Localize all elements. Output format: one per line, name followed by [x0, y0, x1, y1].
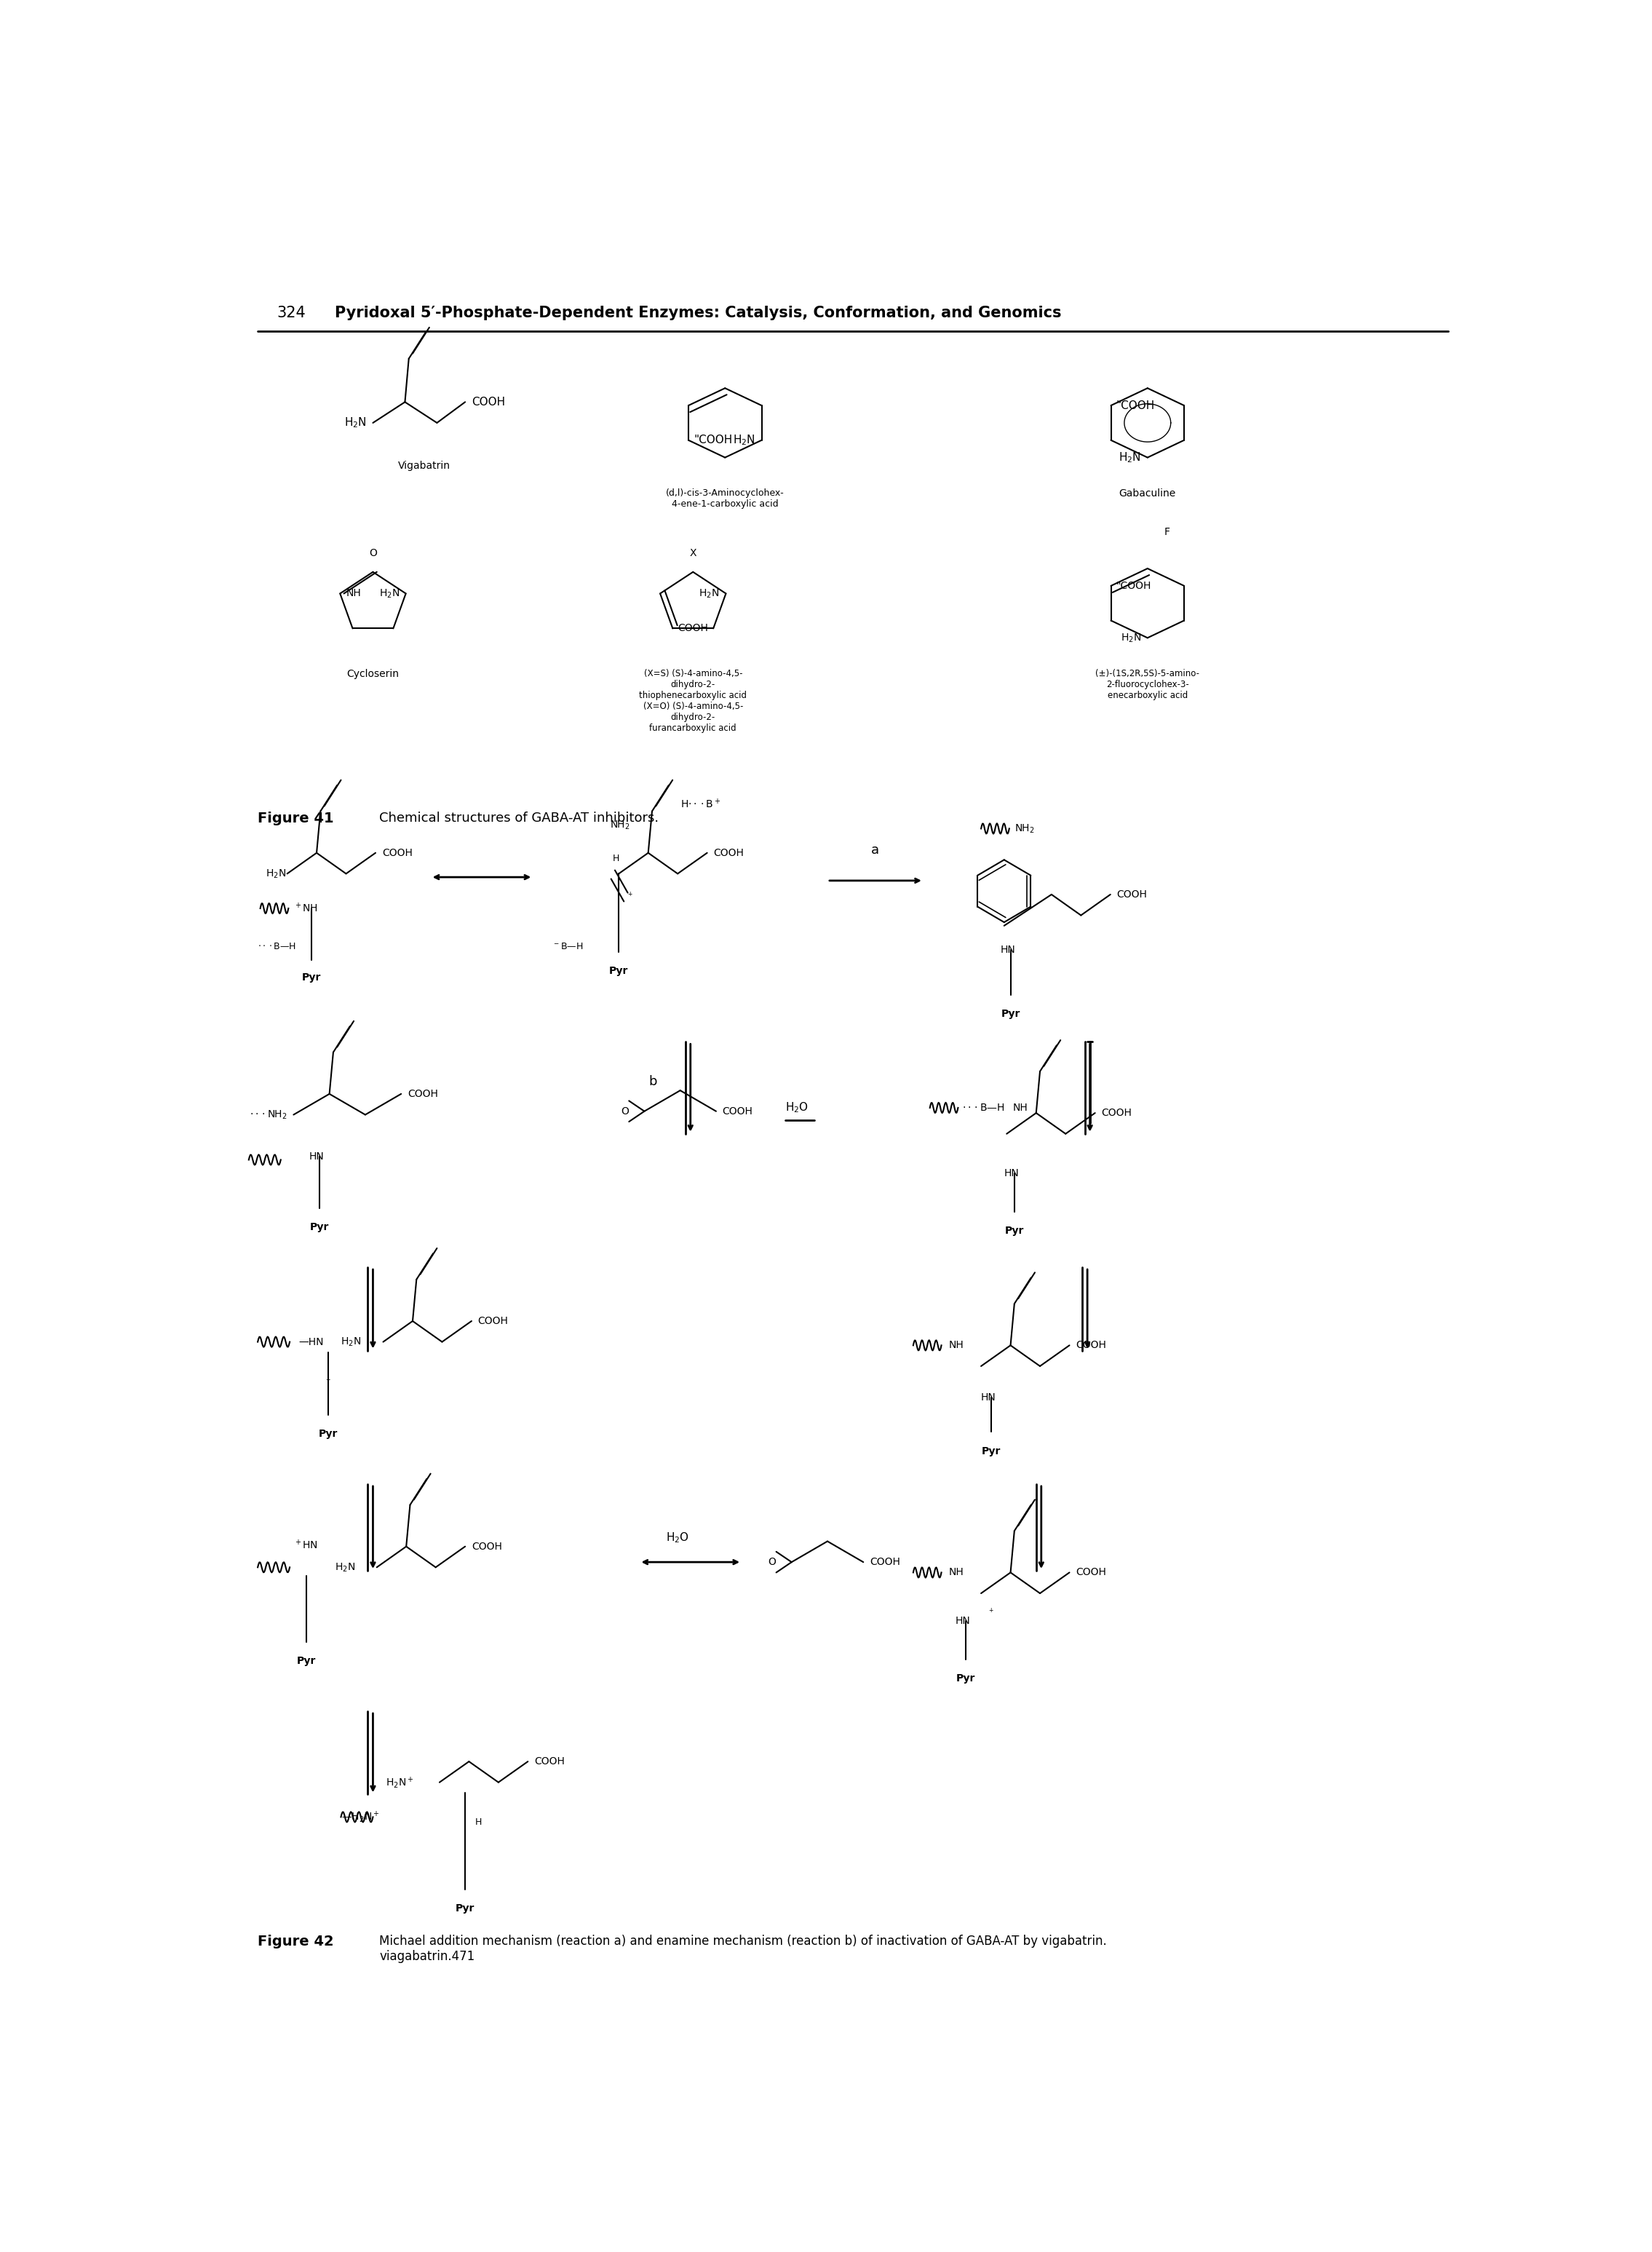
Text: H$\cdot\cdot\cdot$B$^+$: H$\cdot\cdot\cdot$B$^+$: [681, 797, 720, 811]
Text: O: O: [621, 1106, 629, 1117]
Text: $^+$: $^+$: [626, 892, 633, 899]
Text: COOH: COOH: [408, 1088, 438, 1099]
Text: NH$_2$: NH$_2$: [610, 820, 629, 831]
Text: COOH: COOH: [714, 847, 743, 858]
Text: Pyr: Pyr: [1001, 1009, 1021, 1020]
Text: HN: HN: [999, 946, 1016, 955]
Text: F: F: [1163, 527, 1170, 538]
Text: Pyr: Pyr: [309, 1223, 329, 1232]
Text: H$_2$N$^+$: H$_2$N$^+$: [387, 1775, 415, 1790]
Text: b: b: [649, 1074, 657, 1088]
Text: HN: HN: [309, 1151, 324, 1162]
Text: a: a: [871, 842, 879, 856]
Text: (d,l)-cis-3-Aminocyclohex-
4-ene-1-carboxylic acid: (d,l)-cis-3-Aminocyclohex- 4-ene-1-carbo…: [666, 489, 785, 509]
Text: COOH: COOH: [471, 1540, 502, 1552]
Text: H$_2$N: H$_2$N: [1120, 633, 1142, 644]
Text: NH: NH: [948, 1340, 965, 1351]
Text: —H$_2$N$^+$: —H$_2$N$^+$: [342, 1811, 380, 1824]
Text: $^+$: $^+$: [325, 1376, 332, 1383]
Text: —HN: —HN: [299, 1338, 324, 1347]
Text: HN: HN: [981, 1392, 996, 1403]
Text: COOH: COOH: [677, 624, 709, 633]
Text: H$_2$N: H$_2$N: [344, 417, 367, 430]
Text: "COOH: "COOH: [1117, 401, 1155, 410]
Text: X: X: [689, 547, 697, 558]
Text: COOH: COOH: [471, 396, 506, 408]
Text: NH: NH: [1013, 1103, 1028, 1112]
Text: O: O: [768, 1556, 776, 1567]
Text: H$_2$N: H$_2$N: [699, 588, 720, 599]
Text: O: O: [368, 547, 377, 558]
Text: Pyr: Pyr: [957, 1673, 975, 1682]
Text: COOH: COOH: [534, 1757, 565, 1766]
Text: H$_2$N: H$_2$N: [733, 432, 755, 446]
Text: COOH: COOH: [1075, 1567, 1107, 1579]
Text: $\cdot\cdot\cdot$NH$_2$: $\cdot\cdot\cdot$NH$_2$: [249, 1108, 287, 1121]
Text: NH$_2$: NH$_2$: [1014, 822, 1034, 835]
Text: COOH: COOH: [1075, 1340, 1107, 1351]
Text: $^+$HN: $^+$HN: [294, 1538, 319, 1552]
Text: Pyr: Pyr: [1004, 1225, 1024, 1236]
Text: COOH: COOH: [1117, 890, 1146, 899]
Text: H: H: [613, 854, 620, 863]
Text: (±)-(1S,2R,5S)-5-amino-
2-fluorocyclohex-3-
enecarboxylic acid: (±)-(1S,2R,5S)-5-amino- 2-fluorocyclohex…: [1095, 669, 1199, 700]
Text: H$_2$N: H$_2$N: [1118, 450, 1142, 464]
Text: $\cdot\cdot\cdot$B—H: $\cdot\cdot\cdot$B—H: [961, 1103, 1004, 1112]
Text: NH: NH: [948, 1567, 965, 1579]
Text: Michael addition mechanism (reaction a) and enamine mechanism (reaction b) of in: Michael addition mechanism (reaction a) …: [380, 1934, 1107, 1964]
Text: H$_2$O: H$_2$O: [785, 1101, 808, 1115]
Text: "COOH: "COOH: [1117, 581, 1151, 590]
Text: H$_2$N: H$_2$N: [378, 588, 400, 599]
Text: H$_2$N: H$_2$N: [334, 1561, 355, 1574]
Text: $^+$: $^+$: [988, 1608, 995, 1615]
Text: NH: NH: [347, 588, 362, 599]
Text: H$_2$O: H$_2$O: [666, 1531, 689, 1545]
Text: 324: 324: [278, 306, 306, 320]
Text: COOH: COOH: [477, 1315, 509, 1326]
Text: Pyr: Pyr: [297, 1655, 316, 1666]
Text: Pyr: Pyr: [302, 973, 320, 982]
Text: Chemical structures of GABA-AT inhibitors.: Chemical structures of GABA-AT inhibitor…: [380, 811, 659, 824]
Text: Gabaculine: Gabaculine: [1118, 489, 1176, 500]
Text: $^-$B—H: $^-$B—H: [552, 941, 583, 950]
Text: Vigabatrin: Vigabatrin: [398, 462, 451, 471]
Text: (X=S) (S)-4-amino-4,5-
dihydro-2-
thiophenecarboxylic acid
(X=O) (S)-4-amino-4,5: (X=S) (S)-4-amino-4,5- dihydro-2- thioph…: [639, 669, 747, 734]
Text: Figure 42: Figure 42: [258, 1934, 334, 1948]
Text: H: H: [476, 1817, 482, 1826]
Text: Pyr: Pyr: [456, 1903, 474, 1914]
Text: Figure 41: Figure 41: [258, 811, 334, 824]
Text: HN: HN: [955, 1617, 971, 1626]
Text: $^+$NH: $^+$NH: [294, 903, 317, 914]
Text: COOH: COOH: [1102, 1108, 1132, 1117]
Text: Pyr: Pyr: [981, 1446, 1001, 1457]
Text: Pyr: Pyr: [610, 966, 628, 975]
Text: Cycloserin: Cycloserin: [347, 669, 400, 680]
Text: $\cdot\cdot\cdot$B—H: $\cdot\cdot\cdot$B—H: [258, 941, 296, 950]
Text: H$_2$N: H$_2$N: [266, 867, 286, 881]
Text: COOH: COOH: [382, 847, 413, 858]
Text: Pyr: Pyr: [319, 1428, 337, 1439]
Text: H$_2$N: H$_2$N: [340, 1335, 362, 1349]
Text: COOH: COOH: [869, 1556, 900, 1567]
Text: HN: HN: [1004, 1169, 1019, 1178]
Text: COOH: COOH: [722, 1106, 753, 1117]
Text: "COOH: "COOH: [694, 435, 732, 446]
Text: Pyridoxal 5′-Phosphate-Dependent Enzymes: Catalysis, Conformation, and Genomics: Pyridoxal 5′-Phosphate-Dependent Enzymes…: [334, 306, 1061, 320]
